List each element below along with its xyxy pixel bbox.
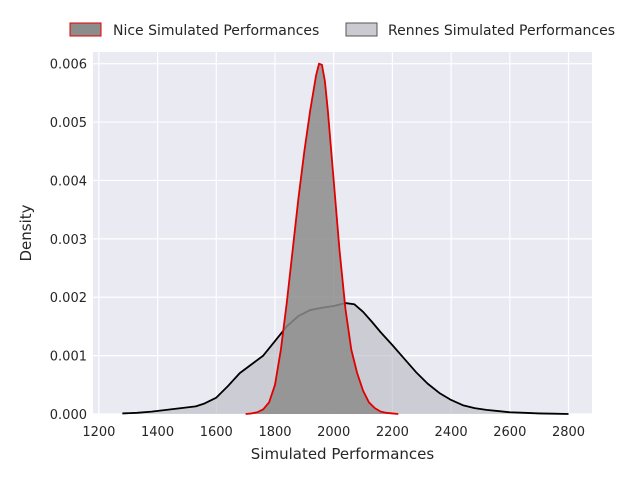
y-tick-label-3: 0.003 [50,233,87,248]
y-axis-ticks: 0.000 0.001 0.002 0.003 0.004 0.005 0.006 [50,58,87,423]
legend-swatch-rennes [345,22,378,37]
legend-swatch-nice [69,22,102,37]
density-areas [122,62,569,415]
x-tick-label-0: 1200 [82,425,115,440]
x-tick-label-5: 2200 [376,425,409,440]
y-axis-label: Density [17,204,35,261]
x-tick-label-4: 2000 [317,425,350,440]
x-axis-ticks: 1200 1400 1600 1800 2000 2200 2400 2600 2800 [82,425,585,440]
x-tick-label-8: 2800 [552,425,585,440]
legend-label-rennes: Rennes Simulated Performances [388,23,615,39]
y-tick-label-0: 0.000 [50,408,87,423]
line-rennes [122,302,569,415]
line-nice [245,62,399,415]
x-tick-label-3: 1800 [258,425,291,440]
y-tick-label-4: 0.004 [50,174,87,189]
x-axis-label: Simulated Performances [251,445,435,463]
x-tick-label-1: 1400 [141,425,174,440]
y-tick-label-5: 0.005 [50,116,87,131]
legend-label-nice: Nice Simulated Performances [113,23,319,39]
y-tick-label-6: 0.006 [50,58,87,73]
x-tick-label-2: 1600 [200,425,233,440]
y-tick-label-2: 0.002 [50,291,87,306]
y-tick-label-1: 0.001 [50,350,87,365]
x-tick-label-7: 2600 [493,425,526,440]
legend: Nice Simulated Performances Rennes Simul… [69,22,615,39]
x-tick-label-6: 2400 [435,425,468,440]
